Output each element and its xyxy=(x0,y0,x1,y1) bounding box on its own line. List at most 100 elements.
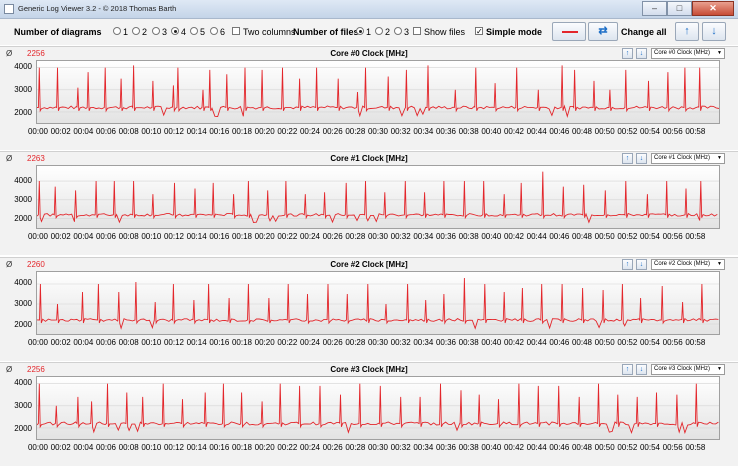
x-tick-label: 00:26 xyxy=(322,443,343,452)
x-tick-label: 00:30 xyxy=(367,127,389,136)
chart-svg xyxy=(37,171,719,224)
x-tick-label: 00:46 xyxy=(549,127,570,136)
x-tick-label: 00:42 xyxy=(503,338,525,347)
arrow-up-icon: ↑ xyxy=(625,50,630,57)
sensor-select[interactable]: Core #3 Clock (MHz) ▼ xyxy=(651,364,725,375)
x-tick-label: 00:48 xyxy=(571,127,593,136)
x-tick-label: 00:46 xyxy=(549,232,570,241)
x-tick-label: 00:38 xyxy=(458,232,479,241)
close-button[interactable]: ✕ xyxy=(692,1,734,16)
diagrams-radio-3[interactable] xyxy=(152,27,160,35)
x-tick-label: 00:58 xyxy=(685,127,706,136)
move-down-button[interactable]: ↓ xyxy=(636,48,647,59)
diagrams-radio-4[interactable] xyxy=(171,27,179,35)
minimize-button[interactable]: – xyxy=(642,1,667,16)
x-tick-label: 00:22 xyxy=(277,232,298,241)
sensor-select[interactable]: Core #1 Clock (MHz) ▼ xyxy=(651,153,725,164)
move-down-button[interactable]: ↓ xyxy=(636,153,647,164)
x-tick-label: 00:50 xyxy=(594,232,615,241)
move-all-up-button[interactable]: ↑ xyxy=(675,22,699,41)
x-tick-label: 00:40 xyxy=(481,127,502,136)
average-value: 2256 xyxy=(27,49,45,58)
maximize-button[interactable]: □ xyxy=(667,1,692,16)
arrow-down-icon: ↓ xyxy=(711,25,717,37)
line-chart xyxy=(36,165,720,229)
move-up-button[interactable]: ↑ xyxy=(622,259,633,270)
x-tick-label: 00:46 xyxy=(549,338,570,347)
move-up-button[interactable]: ↑ xyxy=(622,48,633,59)
x-tick-label: 00:02 xyxy=(50,443,71,452)
window-titlebar: Generic Log Viewer 3.2 - © 2018 Thomas B… xyxy=(0,0,738,19)
diagrams-radio-1[interactable] xyxy=(113,27,121,35)
diagrams-radio-6[interactable] xyxy=(210,27,218,35)
x-tick-label: 00:32 xyxy=(390,443,411,452)
chart-svg xyxy=(37,65,719,118)
move-down-button[interactable]: ↓ xyxy=(636,364,647,375)
diagrams-radio-5[interactable] xyxy=(190,27,198,35)
move-down-button[interactable]: ↓ xyxy=(636,259,647,270)
x-tick-label: 00:52 xyxy=(617,338,638,347)
x-tick-label: 00:36 xyxy=(435,443,457,452)
y-tick-label: 4000 xyxy=(14,175,32,185)
x-tick-label: 00:06 xyxy=(95,127,117,136)
x-tick-label: 00:16 xyxy=(209,338,230,347)
average-symbol: Ø xyxy=(6,154,13,163)
app-icon xyxy=(4,4,14,14)
diagrams-radio-label: 4 xyxy=(181,27,187,37)
x-tick-label: 00:02 xyxy=(50,338,71,347)
diagram-title: Core #3 Clock [MHz] xyxy=(330,365,408,374)
arrow-up-icon: ↑ xyxy=(625,155,630,162)
x-tick-label: 00:10 xyxy=(141,232,162,241)
line-color-button[interactable] xyxy=(552,22,586,41)
diagram-title: Core #0 Clock [MHz] xyxy=(330,49,408,58)
x-tick-label: 00:30 xyxy=(367,232,389,241)
x-tick-label: 00:04 xyxy=(73,127,94,136)
diagram-panel: Ø 2256 Core #0 Clock [MHz] ↑ ↓ Core #0 C… xyxy=(0,46,738,150)
x-tick-label: 00:48 xyxy=(571,232,593,241)
simple-mode-label: Simple mode xyxy=(486,27,543,37)
move-up-button[interactable]: ↑ xyxy=(622,153,633,164)
x-tick-label: 00:10 xyxy=(141,338,162,347)
diagrams-radio-2[interactable] xyxy=(132,27,140,35)
show-files-checkbox[interactable] xyxy=(413,27,421,35)
x-tick-label: 00:22 xyxy=(277,127,298,136)
line-chart xyxy=(36,271,720,335)
x-tick-label: 00:20 xyxy=(254,127,275,136)
chevron-down-icon: ▼ xyxy=(717,261,722,267)
x-tick-label: 00:14 xyxy=(186,443,207,452)
x-tick-label: 00:06 xyxy=(95,443,117,452)
x-tick-label: 00:08 xyxy=(118,443,139,452)
average-value: 2256 xyxy=(27,365,45,374)
x-tick-label: 00:20 xyxy=(254,443,275,452)
x-tick-label: 00:52 xyxy=(617,232,638,241)
files-radio-3[interactable] xyxy=(394,27,402,35)
series-line xyxy=(37,65,719,118)
y-tick-label: 4000 xyxy=(14,377,32,387)
x-tick-label: 00:20 xyxy=(254,232,275,241)
files-radio-1[interactable] xyxy=(356,27,364,35)
arrow-up-icon: ↑ xyxy=(625,366,630,373)
x-tick-label: 00:08 xyxy=(118,338,139,347)
x-tick-label: 00:48 xyxy=(571,338,593,347)
sensor-select[interactable]: Core #2 Clock (MHz) ▼ xyxy=(651,259,725,270)
average-symbol: Ø xyxy=(6,365,13,374)
x-tick-label: 00:04 xyxy=(73,232,94,241)
swap-colors-button[interactable]: ⇄ xyxy=(588,22,618,41)
x-tick-label: 00:14 xyxy=(186,338,207,347)
sensor-select[interactable]: Core #0 Clock (MHz) ▼ xyxy=(651,48,725,59)
y-tick-label: 4000 xyxy=(14,61,32,71)
arrow-down-icon: ↓ xyxy=(639,366,644,373)
y-tick-label: 2000 xyxy=(14,214,32,224)
x-tick-label: 00:36 xyxy=(435,232,457,241)
line-chart xyxy=(36,376,720,440)
move-up-button[interactable]: ↑ xyxy=(622,364,633,375)
move-all-down-button[interactable]: ↓ xyxy=(702,22,726,41)
files-radio-2[interactable] xyxy=(375,27,383,35)
diagram-title: Core #1 Clock [MHz] xyxy=(330,154,408,163)
x-tick-label: 00:24 xyxy=(299,443,321,452)
simple-mode-checkbox[interactable]: ✓ xyxy=(475,27,483,36)
x-tick-label: 00:22 xyxy=(277,338,298,347)
two-columns-checkbox[interactable] xyxy=(232,27,240,35)
diagrams-label: Number of diagrams xyxy=(14,27,102,37)
diagram-panel: Ø 2263 Core #1 Clock [MHz] ↑ ↓ Core #1 C… xyxy=(0,151,738,255)
